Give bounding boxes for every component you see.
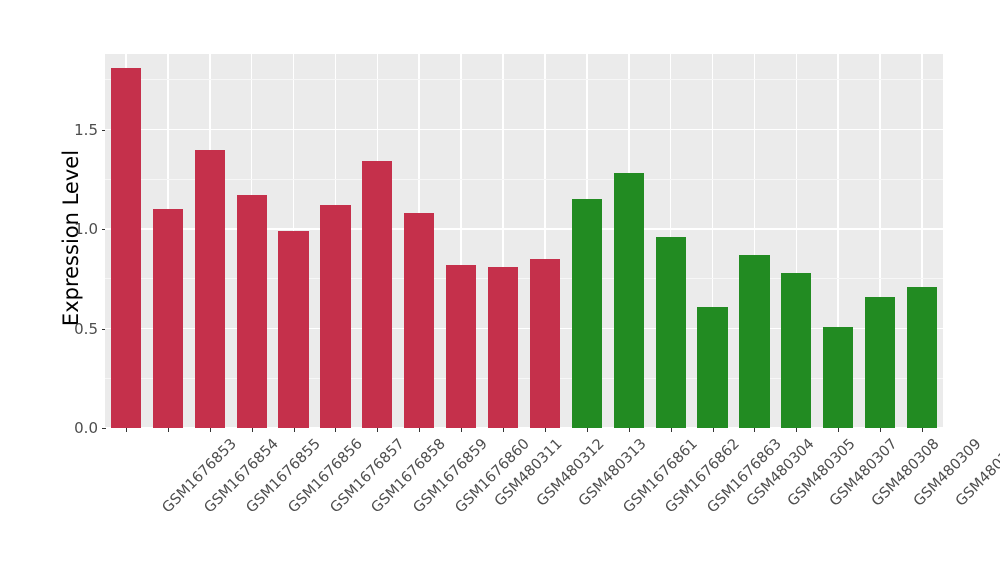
x-tick-mark (922, 428, 924, 432)
x-tick-mark (125, 428, 127, 432)
gridline-vertical (837, 54, 840, 428)
bar[interactable] (697, 306, 728, 428)
x-tick-label: GSM1676853 (159, 436, 240, 517)
bar[interactable] (110, 67, 142, 428)
gridline-horizontal (105, 327, 943, 330)
y-tick-mark (102, 229, 106, 231)
bar[interactable] (529, 258, 561, 428)
x-tick-mark (461, 428, 463, 432)
gridline-horizontal (105, 228, 943, 230)
bar[interactable] (404, 213, 435, 428)
x-tick-mark (335, 428, 337, 432)
gridline-vertical (502, 54, 504, 428)
bar[interactable] (571, 199, 602, 428)
x-tick-label: GSM1676862 (662, 436, 743, 517)
x-tick-mark (293, 428, 295, 432)
bar[interactable] (487, 266, 519, 428)
x-axis: GSM1676853 GSM1676854 GSM1676855 GSM1676856… (105, 428, 1000, 580)
x-tick-label: GSM1676855 (243, 436, 324, 517)
x-tick-mark (712, 428, 714, 432)
bar[interactable] (194, 149, 225, 428)
gridline-minor-horizontal (105, 178, 943, 180)
gridline-vertical (460, 54, 462, 428)
bar[interactable] (362, 161, 393, 428)
x-tick-mark (167, 428, 169, 432)
bar[interactable] (446, 264, 477, 428)
gridline-vertical (544, 54, 546, 428)
bar[interactable] (823, 326, 854, 428)
bar[interactable] (320, 205, 351, 428)
gridline-minor-horizontal (105, 79, 943, 81)
bar[interactable] (906, 286, 938, 428)
x-tick-mark (544, 428, 546, 432)
bar[interactable] (152, 209, 183, 428)
gridline-vertical (711, 54, 714, 428)
x-tick-mark (419, 428, 421, 432)
gridline-vertical (879, 54, 881, 428)
gridline-vertical (795, 54, 798, 428)
x-tick-mark (628, 428, 630, 432)
bar[interactable] (236, 195, 267, 428)
bar[interactable] (739, 254, 770, 428)
x-tick-label: GSM1676858 (369, 436, 450, 517)
x-tick-mark (796, 428, 798, 432)
bar[interactable] (655, 237, 686, 428)
gridline-minor-horizontal (105, 278, 943, 280)
x-tick-mark (209, 428, 211, 432)
y-tick-label: 0.0 (74, 419, 98, 437)
y-tick-mark (102, 428, 106, 429)
x-tick-label: GSM1676857 (327, 436, 408, 517)
x-tick-mark (754, 428, 756, 432)
y-axis-ticks: 0.0 0.5 1.0 1.5 (62, 0, 106, 580)
x-tick-mark (880, 428, 882, 432)
plot-panel (105, 54, 943, 428)
y-tick-mark (102, 129, 106, 131)
x-tick-mark (670, 428, 672, 432)
y-tick-label: 0.5 (74, 319, 98, 338)
x-tick-mark (586, 428, 588, 432)
x-tick-mark (838, 428, 840, 432)
bar[interactable] (278, 231, 309, 428)
x-tick-label: GSM1676856 (285, 436, 366, 517)
x-tick-mark (251, 428, 253, 432)
x-tick-label: GSM1676859 (410, 436, 492, 517)
gridline-horizontal (105, 427, 943, 428)
bar[interactable] (865, 296, 896, 428)
y-tick-label: 1.5 (74, 120, 98, 139)
gridline-vertical (921, 54, 923, 428)
x-tick-mark (503, 428, 505, 432)
bar[interactable] (781, 272, 812, 428)
y-tick-mark (102, 328, 106, 330)
gridline-horizontal (105, 128, 943, 131)
x-tick-label: GSM1676854 (201, 436, 282, 517)
gridline-vertical (753, 54, 756, 428)
y-tick-label: 1.0 (74, 220, 98, 239)
gridline-minor-horizontal (105, 377, 943, 379)
bar[interactable] (613, 173, 644, 428)
x-tick-mark (377, 428, 379, 432)
